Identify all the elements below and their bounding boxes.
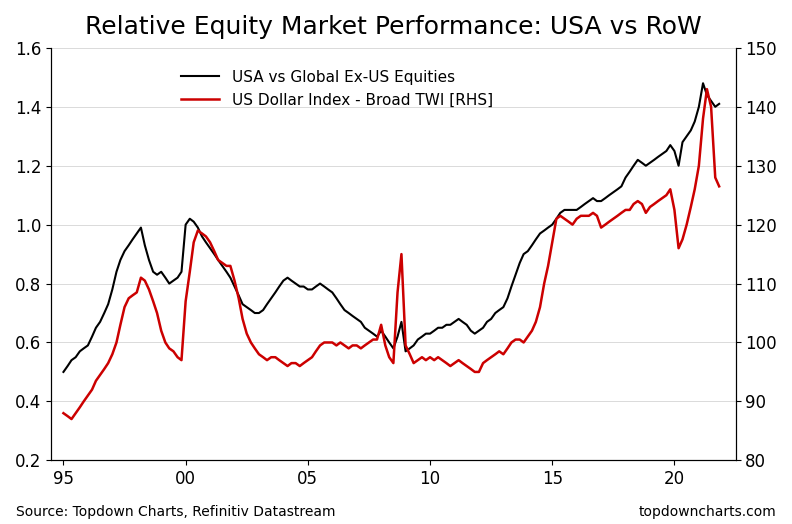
US Dollar Index - Broad TWI [RHS] — [494, 348, 504, 354]
US Dollar Index - Broad TWI [RHS] — [67, 416, 76, 422]
Text: topdowncharts.com: topdowncharts.com — [638, 505, 776, 519]
US Dollar Index - Broad TWI [RHS] — [275, 357, 284, 363]
USA vs Global Ex-US Equities — [714, 101, 724, 107]
US Dollar Index - Broad TWI [RHS] — [703, 86, 712, 92]
US Dollar Index - Broad TWI [RHS] — [714, 183, 724, 190]
US Dollar Index - Broad TWI [RHS] — [588, 210, 598, 216]
Text: Source: Topdown Charts, Refinitiv Datastream: Source: Topdown Charts, Refinitiv Datast… — [16, 505, 335, 519]
US Dollar Index - Broad TWI [RHS] — [120, 304, 129, 310]
US Dollar Index - Broad TWI [RHS] — [59, 410, 68, 417]
USA vs Global Ex-US Equities — [490, 310, 500, 316]
USA vs Global Ex-US Equities — [271, 289, 280, 296]
USA vs Global Ex-US Equities — [116, 257, 125, 263]
USA vs Global Ex-US Equities — [59, 369, 68, 375]
USA vs Global Ex-US Equities — [580, 201, 589, 207]
Line: US Dollar Index - Broad TWI [RHS]: US Dollar Index - Broad TWI [RHS] — [63, 89, 719, 419]
US Dollar Index - Broad TWI [RHS] — [584, 213, 594, 219]
USA vs Global Ex-US Equities — [584, 198, 594, 204]
Legend: USA vs Global Ex-US Equities, US Dollar Index - Broad TWI [RHS]: USA vs Global Ex-US Equities, US Dollar … — [175, 64, 499, 114]
USA vs Global Ex-US Equities — [699, 80, 708, 86]
Title: Relative Equity Market Performance: USA vs RoW: Relative Equity Market Performance: USA … — [85, 15, 702, 39]
US Dollar Index - Broad TWI [RHS] — [279, 360, 288, 366]
Line: USA vs Global Ex-US Equities: USA vs Global Ex-US Equities — [63, 83, 719, 372]
USA vs Global Ex-US Equities — [275, 283, 284, 290]
